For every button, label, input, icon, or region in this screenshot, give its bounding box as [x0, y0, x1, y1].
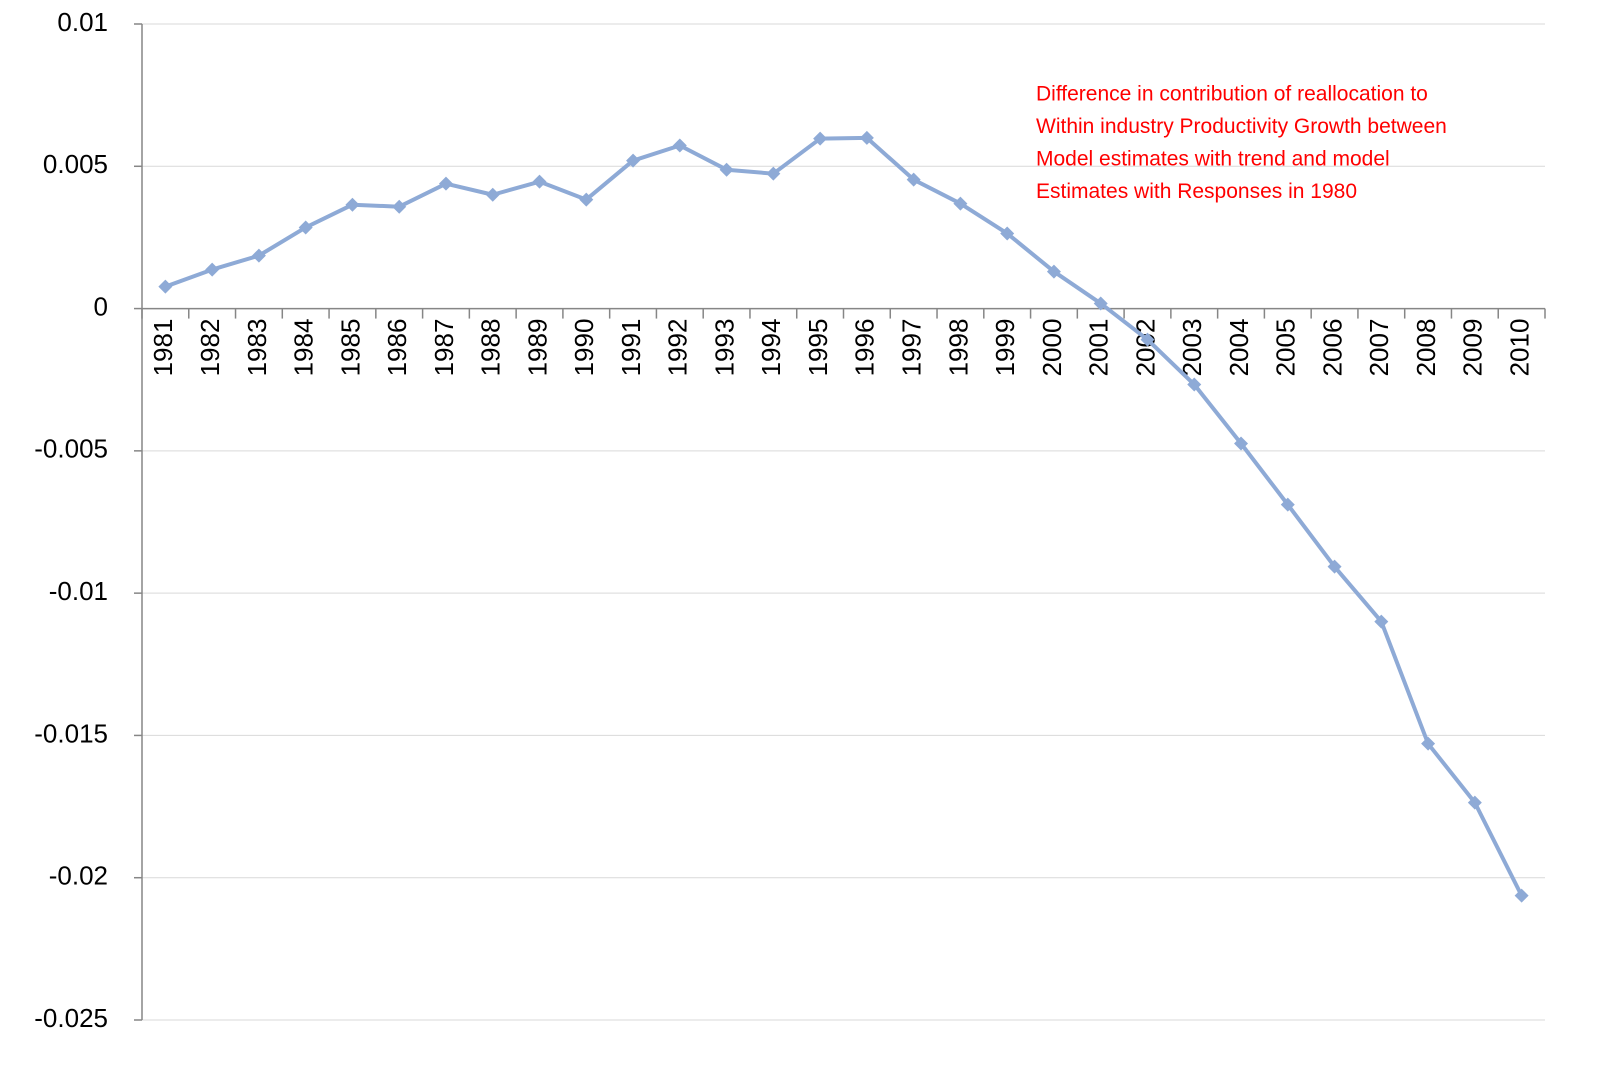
y-tick-label: -0.005	[34, 434, 108, 464]
y-tick-label: 0.01	[57, 7, 108, 37]
data-line	[164, 135, 1524, 897]
x-tick-label: 1998	[943, 319, 973, 377]
y-tick-label: -0.02	[49, 861, 108, 891]
x-tick-label: 1999	[990, 319, 1020, 377]
data-marker	[205, 262, 220, 277]
x-tick-label: 2006	[1317, 319, 1347, 377]
data-marker	[392, 199, 407, 214]
data-marker	[719, 162, 734, 177]
data-marker	[158, 279, 173, 294]
x-tick-label: 2008	[1411, 319, 1441, 377]
data-marker	[906, 172, 921, 187]
x-tick-label: 2009	[1458, 319, 1488, 377]
x-tick-label: 1996	[850, 319, 880, 377]
x-tick-label: 2004	[1224, 319, 1254, 377]
annotation: Estimates with Responses in 1980	[1036, 180, 1357, 203]
x-tick-label: 1995	[803, 319, 833, 377]
x-tick-label: 2000	[1037, 319, 1067, 377]
data-marker	[1514, 888, 1529, 903]
x-tick-label: 1989	[522, 319, 552, 377]
data-marker	[859, 130, 874, 145]
data-marker	[813, 131, 828, 146]
x-tick-label: 1984	[289, 319, 319, 377]
x-tick-label: 1997	[897, 319, 927, 377]
data-marker	[1140, 332, 1155, 347]
y-tick-label: -0.015	[34, 718, 108, 748]
data-marker	[1093, 296, 1108, 311]
x-tick-label: 1990	[569, 319, 599, 377]
x-tick-label: 1987	[429, 319, 459, 377]
y-tick-label: -0.025	[34, 1003, 108, 1033]
x-tick-label: 1985	[335, 319, 365, 377]
data-marker	[1327, 559, 1342, 574]
annotation: Model estimates with trend and model	[1036, 148, 1390, 171]
data-marker	[1421, 736, 1436, 751]
x-tick-label: 2005	[1271, 319, 1301, 377]
data-marker	[485, 187, 500, 202]
y-tick-label: 0	[94, 291, 108, 321]
x-tick-label: 1986	[382, 319, 412, 377]
x-tick-label: 1994	[756, 319, 786, 377]
annotation: Difference in contribution of reallocati…	[1036, 83, 1428, 106]
data-marker	[626, 153, 641, 168]
y-tick-label: 0.005	[43, 149, 108, 179]
x-tick-label: 2010	[1504, 319, 1534, 377]
data-marker	[1234, 436, 1249, 451]
data-marker	[1280, 497, 1295, 512]
x-tick-label: 2007	[1364, 319, 1394, 377]
x-tick-label: 1983	[242, 319, 272, 377]
data-marker	[953, 196, 968, 211]
data-marker	[298, 220, 313, 235]
data-marker	[1046, 264, 1061, 279]
x-tick-label: 1982	[195, 319, 225, 377]
data-marker	[1467, 795, 1482, 810]
annotation: Within industry Productivity Growth betw…	[1036, 115, 1447, 138]
x-tick-label: 1988	[476, 319, 506, 377]
data-marker	[1374, 614, 1389, 629]
data-marker	[672, 138, 687, 153]
x-tick-label: 1991	[616, 319, 646, 377]
data-marker	[1187, 377, 1202, 392]
x-tick-label: 2001	[1084, 319, 1114, 377]
data-marker	[1000, 226, 1015, 241]
x-tick-label: 1981	[148, 319, 178, 377]
data-marker	[251, 248, 266, 263]
y-tick-label: -0.01	[49, 576, 108, 606]
data-marker	[766, 166, 781, 181]
x-tick-label: 2003	[1177, 319, 1207, 377]
data-marker	[532, 174, 547, 189]
data-marker	[579, 192, 594, 207]
x-tick-label: 1993	[709, 319, 739, 377]
data-marker	[438, 176, 453, 191]
x-tick-label: 1992	[663, 319, 693, 377]
data-marker	[345, 197, 360, 212]
